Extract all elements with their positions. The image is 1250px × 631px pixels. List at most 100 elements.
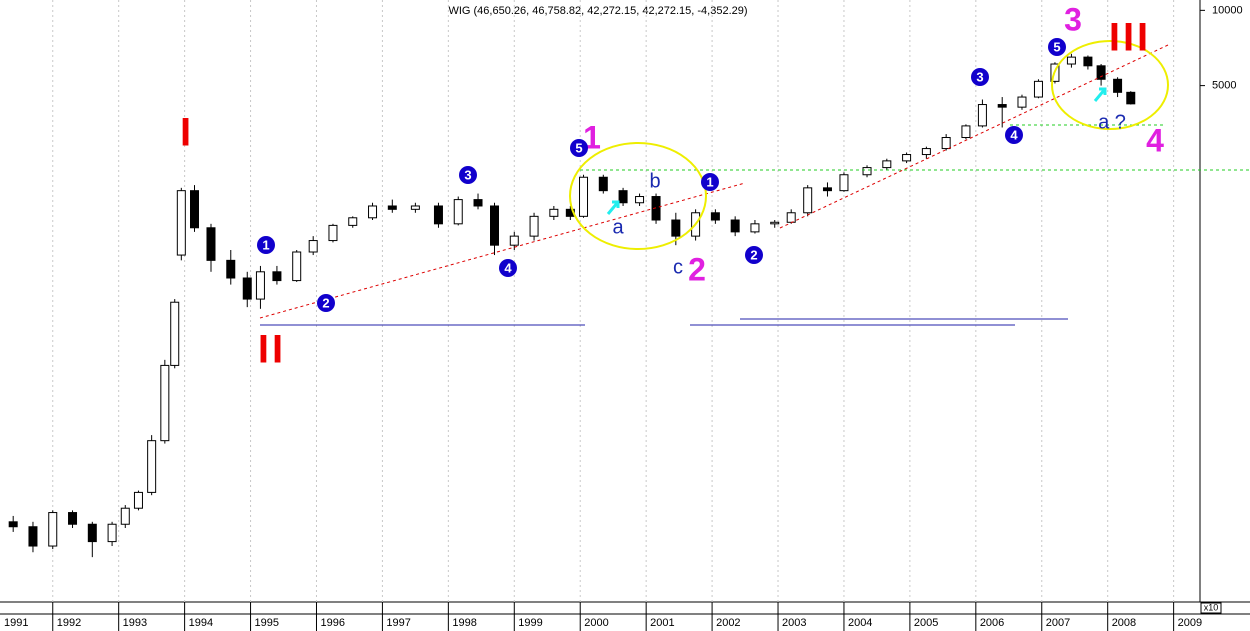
wave-marker [1048,38,1066,56]
x-tick-label: 1993 [123,617,147,629]
x-tick-label: 2000 [584,617,608,629]
candle-body [710,212,720,221]
x-tick-label: 1997 [386,617,410,629]
wave-marker [499,259,517,277]
candle-body [921,148,931,156]
wave-label: a ? [1098,111,1126,133]
candle-body [308,240,318,253]
wave-label: 2 [688,251,706,287]
x-tick-label: 2003 [782,617,806,629]
candle-body [579,176,589,217]
candle-body [120,507,130,525]
x-tick-label: 1998 [452,617,476,629]
candle-body [671,219,681,237]
candle-body [1017,96,1027,108]
candle-body [68,512,78,525]
candle-body [410,205,420,210]
candle-body [750,223,760,233]
candle-body [961,125,971,139]
candle-body [226,259,236,279]
candle-body [453,199,463,225]
wave-label: III [1109,16,1151,60]
candle-body [822,187,832,192]
candle-body [941,137,951,150]
candle-body [160,364,170,442]
wave-label: c [673,256,683,278]
wave-marker [257,236,275,254]
candle-body [1083,56,1093,67]
wave-label: 4 [1146,122,1164,158]
arrow [1093,87,1107,102]
candle-body [255,271,265,300]
wave-label: a [612,216,624,238]
candle-body [730,219,740,233]
wave-label: 3 [464,167,471,182]
y-tick-label: 10000 [1212,4,1243,16]
wave-label: 5 [1053,39,1060,54]
x-tick-label: 1991 [4,617,28,629]
candle-body [549,208,559,217]
candle-body [882,160,892,169]
x-tick-label: 2009 [1178,617,1202,629]
x-tick-label: 2001 [650,617,674,629]
candle-body [839,174,849,192]
highlight-ellipse [1051,40,1169,130]
candle-body [770,221,780,225]
candle-body [176,190,186,256]
candle-body [206,227,216,261]
wave-label: b [649,170,660,192]
candle-body [147,440,157,493]
candle-body [1113,78,1123,93]
candle-body [803,187,813,214]
candle-body [107,523,117,543]
wave-label: 4 [1010,127,1018,142]
candle-body [598,176,608,192]
candle-body [170,301,180,366]
wave-marker [971,68,989,86]
candle-body [509,235,519,246]
candle-body [490,205,500,246]
wave-label: 4 [504,260,512,275]
candle-body [1096,65,1106,80]
y-tick-label: 5000 [1212,80,1236,92]
candle-body [635,196,645,204]
candle-body [1033,80,1043,98]
y-multiplier: x10 [1204,602,1219,612]
marks [8,0,1205,631]
highlight-ellipse [569,142,707,250]
candle-body [292,251,302,282]
candle-body [786,212,796,223]
x-tick-label: 2007 [1046,617,1070,629]
candle-body [1066,56,1076,65]
candle-body [28,526,38,547]
x-tick-label: 2004 [848,617,872,629]
wave-marker [745,246,763,264]
candle-body [977,104,987,127]
candle-body [328,224,338,242]
x-tick-label: 1994 [189,617,213,629]
wave-marker [459,166,477,184]
candle-body [242,277,252,300]
candle-body [8,521,18,528]
wave-label: 5 [575,140,582,155]
candle-body [433,205,443,225]
x-tick-label: 1995 [255,617,279,629]
candle-body [862,167,872,176]
wave-marker [1005,126,1023,144]
wave-label: 3 [976,69,983,84]
x-tick-label: 1996 [320,617,344,629]
wave-label: 1 [262,237,269,252]
chart-title: WIG (46,650.26, 46,758.82, 42,272.15, 42… [448,5,747,17]
x-tick-label: 1992 [57,617,81,629]
wave-marker [317,294,335,312]
candle-body [133,491,143,509]
candle-body [997,104,1007,108]
x-tick-label: 2008 [1112,617,1136,629]
candle-body [1126,91,1136,105]
wave-label: I [180,111,194,155]
candle-body [272,271,282,282]
wave-marker [570,139,588,157]
x-tick-label: 2005 [914,617,938,629]
candle-body [48,512,58,547]
